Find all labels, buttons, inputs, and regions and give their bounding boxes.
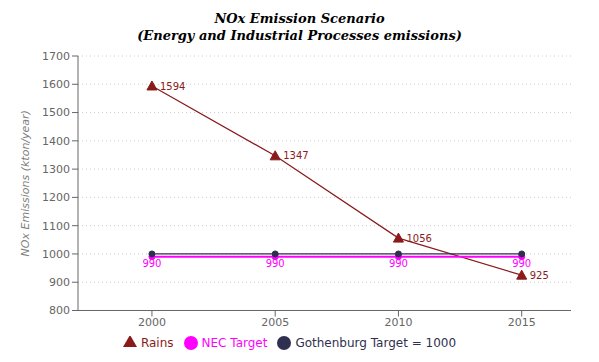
svg-text:2015: 2015 [508, 316, 536, 329]
svg-text:990: 990 [389, 258, 408, 269]
html-text:NEC Target: NEC Target [201, 335, 268, 350]
svg-text:1300: 1300 [42, 163, 70, 176]
svg-text:925: 925 [530, 270, 549, 281]
svg-text:1000: 1000 [42, 248, 70, 261]
svg-text:990: 990 [266, 258, 285, 269]
svg-text:1056: 1056 [406, 233, 431, 244]
svg-text:1400: 1400 [42, 135, 70, 148]
html-text:NOx Emission Scenario: NOx Emission Scenario [214, 11, 385, 26]
svg-text:800: 800 [49, 304, 70, 317]
svg-text:NOx Emissions (kton/year): NOx Emissions (kton/year) [19, 110, 32, 256]
svg-text:1500: 1500 [42, 106, 70, 119]
svg-text:1600: 1600 [42, 78, 70, 91]
svg-text:1594: 1594 [160, 81, 185, 92]
svg-text:990: 990 [142, 258, 161, 269]
html-text:Gothenburg Target = 1000: Gothenburg Target = 1000 [295, 335, 457, 350]
html-text:Rains: Rains [140, 335, 174, 350]
svg-text:2010: 2010 [384, 316, 412, 329]
html-text:(Energy and Industrial Process: (Energy and Industrial Processes emissio… [137, 28, 462, 43]
svg-text:1100: 1100 [42, 220, 70, 233]
svg-text:1700: 1700 [42, 50, 70, 63]
svg-text:1200: 1200 [42, 191, 70, 204]
svg-text:2005: 2005 [261, 316, 289, 329]
svg-text:1347: 1347 [283, 150, 308, 161]
svg-text:900: 900 [49, 276, 70, 289]
svg-text:990: 990 [512, 258, 531, 269]
svg-text:2000: 2000 [138, 316, 166, 329]
